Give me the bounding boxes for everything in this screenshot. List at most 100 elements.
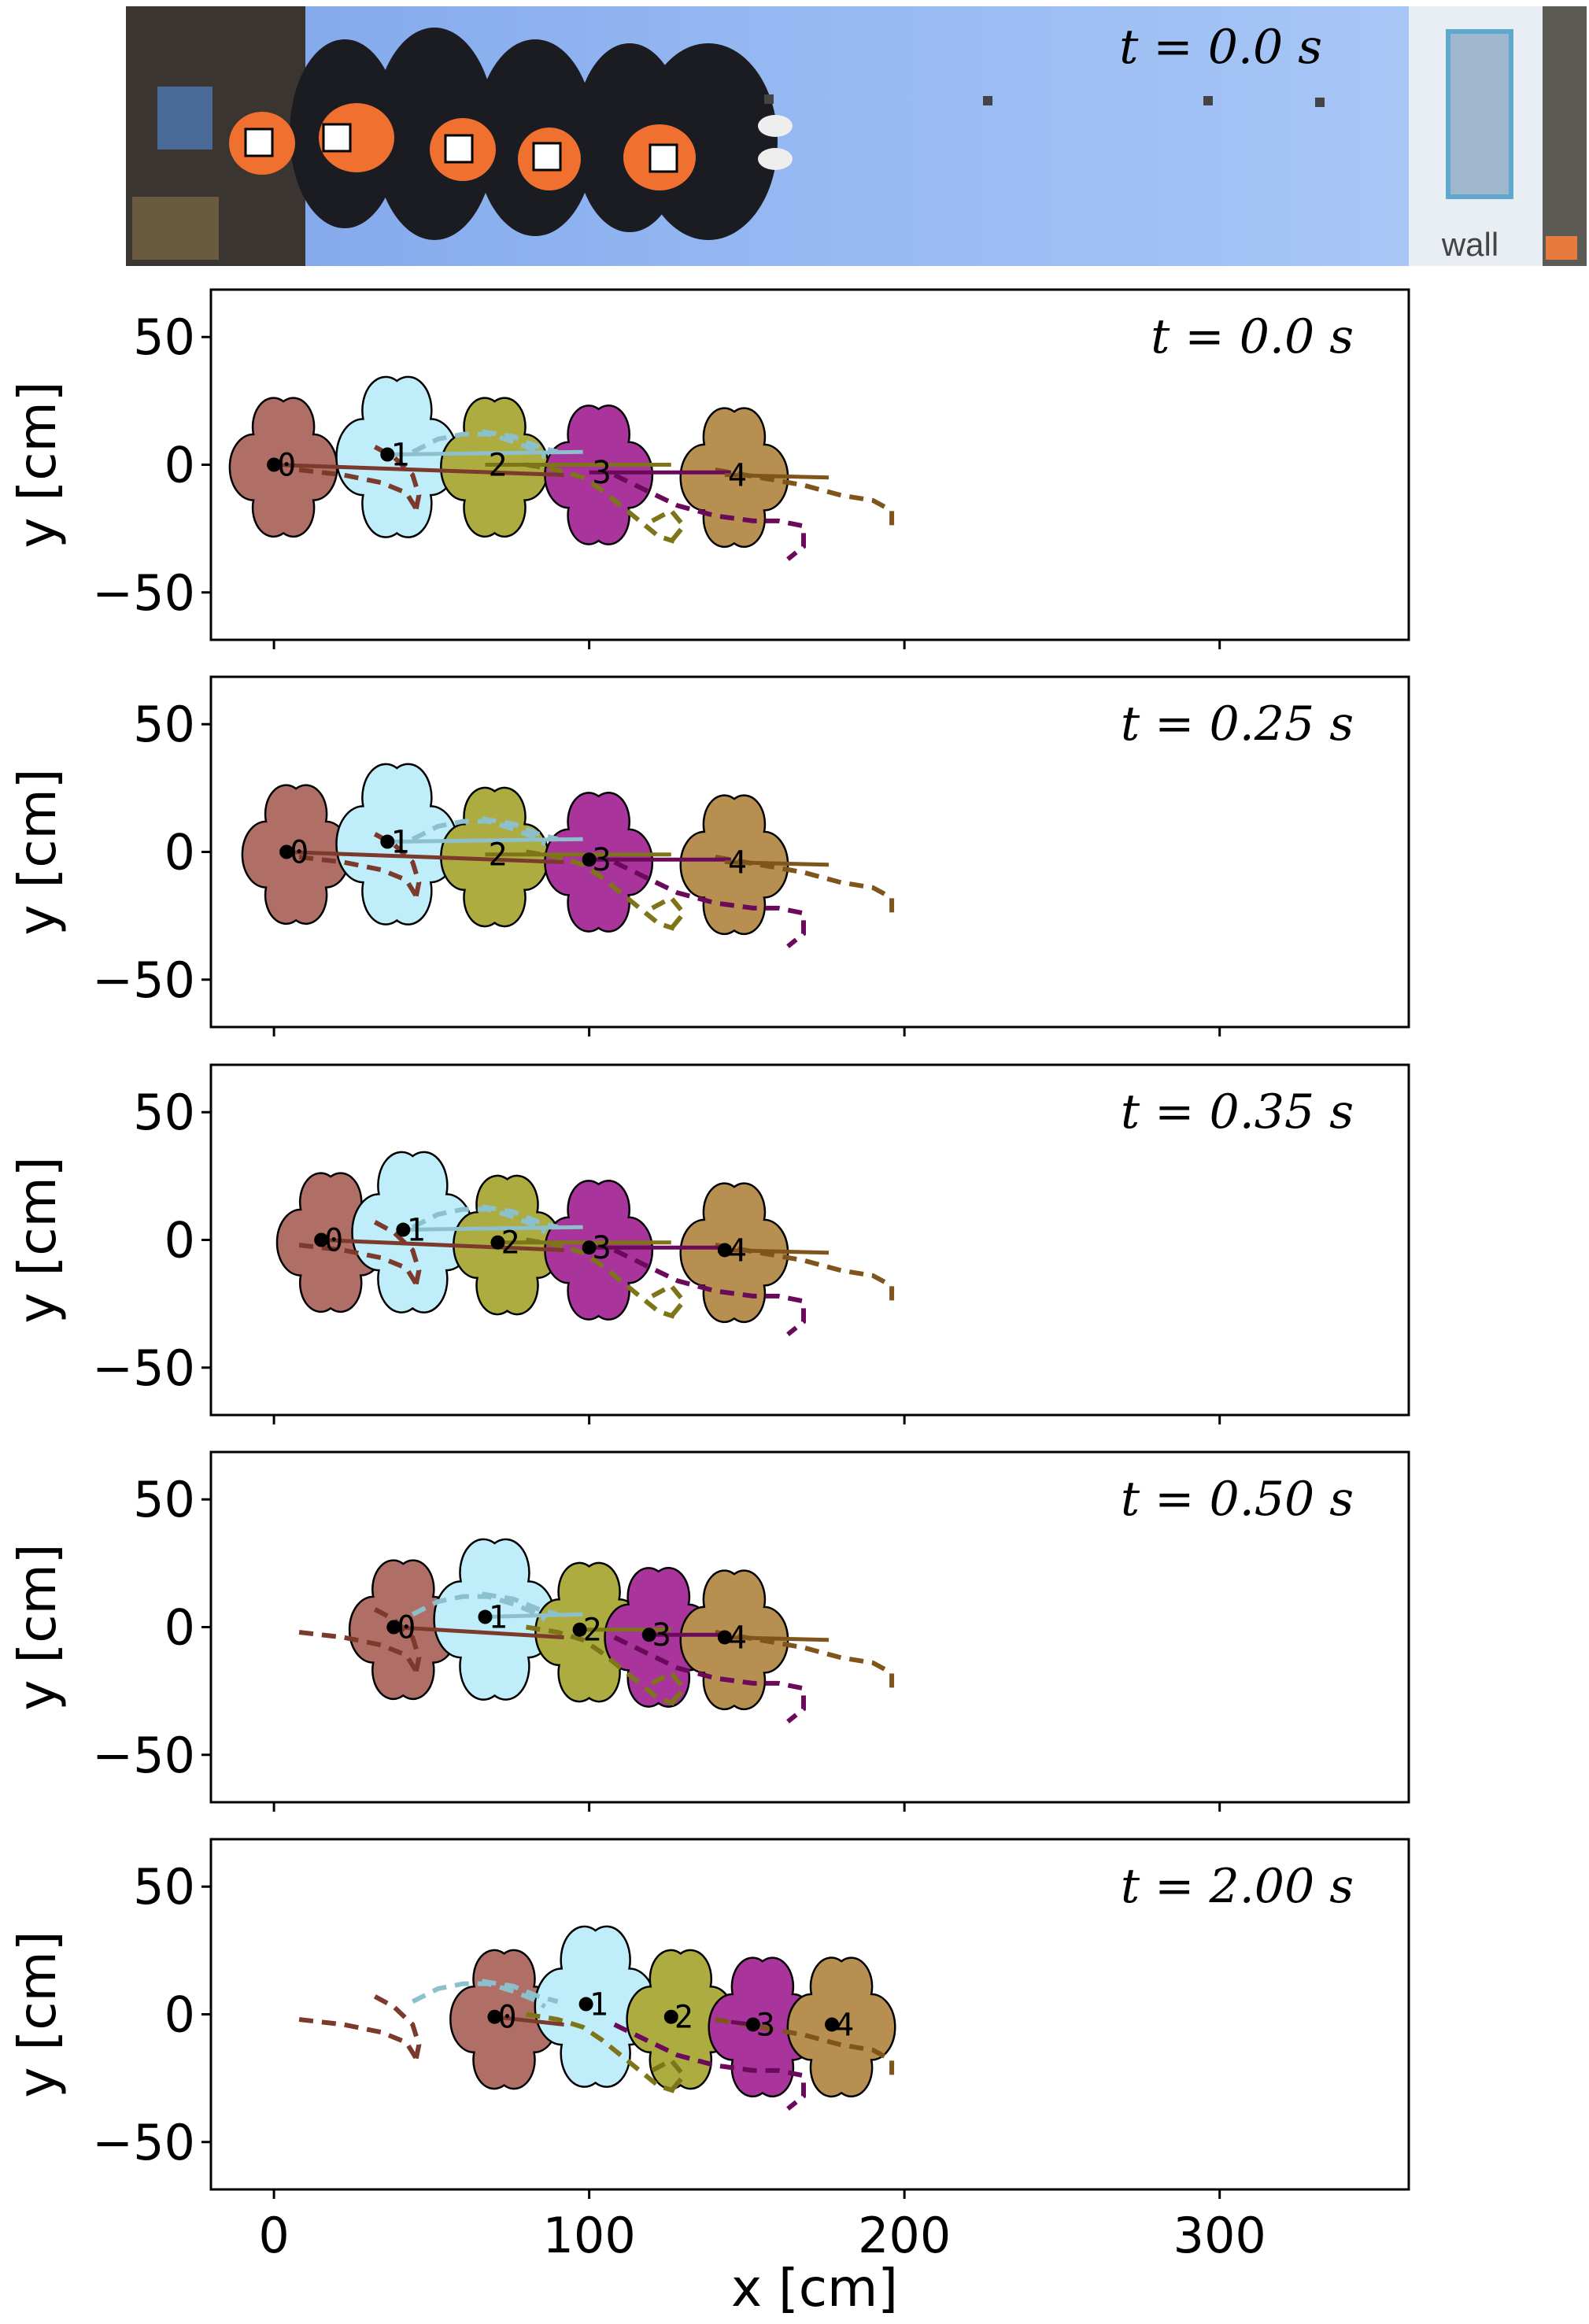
- photo-time-label: t = 0.0 s: [1119, 20, 1322, 75]
- peer-position-dot-1: [478, 1609, 493, 1624]
- y-tick-label: −50: [92, 564, 195, 622]
- dashed-trajectory-2: [526, 1624, 675, 1706]
- photo-wall-label: wall: [1441, 226, 1498, 263]
- chart-panel: 50 0 −50 y [cm] 0 1 2 3 4 t = 0.25 s: [7, 675, 1410, 1036]
- y-tick-label: 0: [164, 1599, 195, 1657]
- photo-floor-marker: [1203, 96, 1213, 105]
- x-tick-label: 300: [1173, 2207, 1266, 2264]
- peer-position-dot-3: [745, 2017, 760, 2032]
- photo-wall-panel: [1446, 29, 1513, 199]
- panel-time-label: t = 2.00 s: [1121, 1859, 1354, 1914]
- peer-label-4: 4: [728, 844, 747, 881]
- peer-position-dot-1: [396, 1222, 411, 1237]
- chart-panel: 50 0 −50 y [cm] 0 1 2 3 4 t = 0.50 s: [7, 1450, 1410, 1812]
- y-tick-label: −50: [92, 951, 195, 1009]
- peer-body-1: [534, 1925, 657, 2088]
- peer-position-dot-0: [386, 1620, 401, 1635]
- peer-position-dot-4: [717, 1630, 732, 1645]
- dashed-trajectory-0: [298, 2017, 418, 2060]
- panel-time-label: t = 0.35 s: [1121, 1084, 1354, 1140]
- y-tick-label: 0: [164, 824, 195, 881]
- peer-body-4: [786, 1956, 896, 2098]
- peer-position-dot-2: [490, 1235, 505, 1250]
- dashed-trajectory-0: [298, 855, 418, 897]
- y-tick-label: 0: [164, 437, 195, 494]
- dashed-trajectory-0: [373, 832, 422, 899]
- photo-crowd: [229, 28, 793, 240]
- dashed-trajectory-1: [482, 429, 559, 455]
- peer-position-dot-0: [279, 844, 294, 859]
- peer-label-2: 2: [488, 448, 507, 484]
- peer-label-2: 2: [488, 837, 507, 874]
- peer-position-dot-2: [572, 1622, 587, 1637]
- y-axis-label: y [cm]: [7, 1543, 68, 1710]
- y-tick-label: 0: [164, 1986, 195, 2044]
- dashed-trajectory-3: [613, 859, 806, 948]
- heading-line-0: [286, 850, 564, 864]
- dashed-trajectory-3: [613, 1247, 806, 1336]
- y-axis-label: y [cm]: [7, 768, 68, 935]
- peer-position-dot-0: [487, 2009, 502, 2024]
- peer-label-4: 4: [728, 457, 747, 493]
- photo-fiducial: [322, 123, 352, 153]
- heading-line-0: [321, 1238, 564, 1252]
- dashed-trajectory-0: [298, 467, 418, 510]
- photo-floor-marker: [983, 96, 992, 105]
- y-tick-label: 50: [133, 309, 195, 366]
- dashed-trajectory-2: [651, 1670, 687, 1705]
- y-tick-label: 50: [133, 696, 195, 753]
- peer-position-dot-1: [380, 834, 395, 849]
- peer-body-0: [241, 784, 351, 926]
- heading-line-1: [403, 1225, 583, 1232]
- y-tick-label: −50: [92, 1339, 195, 1397]
- dashed-trajectory-2: [651, 508, 687, 543]
- heading-line-4: [724, 859, 830, 867]
- dashed-trajectory-0: [373, 1994, 422, 2061]
- peer-position-dot-3: [582, 852, 597, 867]
- photo-fiducial: [244, 127, 274, 157]
- dashed-trajectory-1: [482, 816, 559, 842]
- photo-right-marker: [1546, 236, 1577, 260]
- y-axis-label: y [cm]: [7, 1931, 68, 2097]
- peer-body-0: [228, 397, 338, 538]
- dashed-trajectory-3: [613, 1635, 806, 1724]
- dashed-trajectory-2: [651, 1283, 687, 1318]
- heading-line-1: [387, 837, 583, 844]
- peer-position-dot-1: [578, 1997, 593, 2012]
- photo-fiducial: [649, 143, 678, 173]
- photo-shoe: [758, 115, 793, 137]
- chart-panel: 50 0 −50 y [cm] 0 1 2 3 4 t = 2.00 s 0 100 200 300: [7, 1838, 1410, 2264]
- y-axis-label: y [cm]: [7, 381, 68, 548]
- y-tick-label: 50: [133, 1471, 195, 1528]
- y-tick-label: 50: [133, 1858, 195, 1916]
- x-tick-label: 100: [542, 2207, 635, 2264]
- heading-line-4: [724, 1247, 830, 1255]
- peer-label-3: 3: [593, 455, 612, 491]
- chart-panel: 500−50y [cm] 0 1 2 3 4t = 0.0 s: [7, 288, 1410, 649]
- dashed-trajectory-2: [651, 895, 687, 930]
- peer-body-3: [544, 404, 654, 545]
- y-tick-label: −50: [92, 2114, 195, 2171]
- peer-body-1: [433, 1538, 556, 1701]
- heading-line-1: [387, 449, 583, 457]
- panel-time-label: t = 0.0 s: [1151, 309, 1354, 364]
- peer-body-1: [351, 1151, 475, 1313]
- dashed-trajectory-0: [298, 1630, 418, 1672]
- peer-body-3: [544, 791, 654, 933]
- heading-line-0: [274, 463, 564, 477]
- dashed-trajectory-3: [613, 2022, 806, 2111]
- peer-body-3: [544, 1179, 654, 1321]
- dashed-trajectory-2: [651, 2057, 687, 2093]
- photo-cap: [319, 103, 394, 172]
- photo-fiducial: [444, 134, 474, 164]
- peer-position-dot-3: [641, 1628, 656, 1642]
- dashed-trajectory-0: [373, 445, 422, 512]
- heading-line-4: [724, 472, 830, 480]
- photo-floor-marker: [1315, 98, 1325, 107]
